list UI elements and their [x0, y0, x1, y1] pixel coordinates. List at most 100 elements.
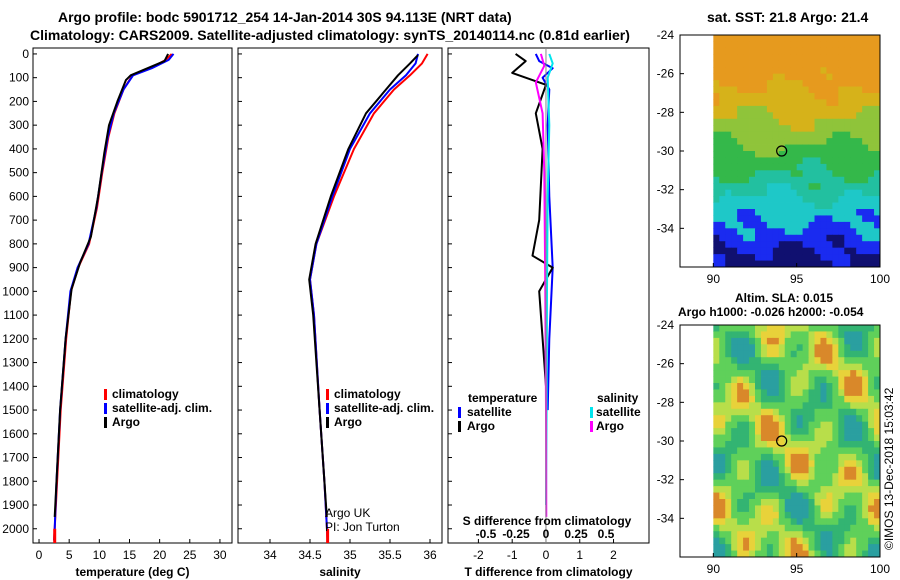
map-cell — [868, 415, 875, 423]
map-cell — [772, 499, 780, 506]
map-cell — [772, 118, 780, 126]
map-cell — [719, 434, 726, 442]
map-cell — [755, 254, 762, 261]
map-cell — [713, 234, 720, 242]
map-cell — [850, 176, 857, 184]
map-cell — [766, 505, 774, 513]
map-cell — [862, 163, 869, 171]
map-cell — [814, 350, 821, 358]
map-cell — [737, 112, 744, 120]
map-cell — [850, 344, 857, 352]
map-cell — [790, 221, 798, 229]
map-cell — [814, 363, 821, 371]
map-cell — [760, 125, 768, 133]
map-cell — [743, 131, 750, 139]
map-cell — [862, 550, 869, 558]
map-cell — [790, 163, 798, 171]
map-cell — [820, 350, 827, 358]
map-cell — [862, 511, 869, 519]
map-cell — [790, 537, 798, 545]
map-cell — [743, 479, 750, 487]
map-cell — [874, 325, 881, 332]
y-tick-label: 1600 — [2, 427, 29, 441]
map-cell — [719, 209, 726, 216]
map-cell — [844, 511, 851, 519]
map-cell — [814, 524, 821, 532]
map-cell — [719, 383, 726, 390]
map-cell — [838, 389, 845, 397]
map-cell — [737, 524, 744, 532]
map-cell — [731, 383, 738, 390]
map-cell — [760, 453, 768, 461]
map-cell — [790, 363, 798, 371]
map-cell — [808, 215, 815, 223]
map-cell — [814, 453, 821, 461]
map-cell — [719, 486, 726, 493]
map-cell — [868, 125, 875, 133]
map-cell — [719, 105, 726, 113]
map-cell — [772, 73, 780, 81]
map-cell — [778, 486, 786, 493]
map-cell — [844, 125, 851, 133]
map-cell — [772, 60, 780, 68]
legend-label: climatology — [112, 387, 179, 401]
map-cell — [743, 421, 750, 429]
map-cell — [832, 144, 839, 152]
map-cell — [832, 254, 839, 261]
map-cell — [874, 376, 881, 384]
map-cell — [760, 202, 768, 210]
map-cell — [850, 54, 857, 62]
map-cell — [737, 550, 744, 558]
x-tick-label: 0 — [543, 548, 550, 562]
map-cell — [737, 86, 744, 94]
map-cell — [755, 80, 762, 87]
map-cell — [874, 415, 881, 423]
map-cell — [868, 383, 875, 390]
map-cell — [713, 376, 720, 384]
map-cell — [820, 60, 827, 68]
map-cell — [796, 325, 804, 332]
map-cell — [838, 499, 845, 506]
map-cell — [790, 486, 798, 493]
map-cell — [719, 376, 726, 384]
map-cell — [874, 35, 881, 42]
map-cell — [814, 93, 821, 100]
map-cell — [725, 228, 732, 236]
map-cell — [784, 441, 792, 448]
map-cell — [856, 499, 863, 506]
map-cell — [850, 196, 857, 203]
map-cell — [844, 86, 851, 94]
map-cell — [760, 189, 768, 197]
map-cell — [755, 350, 762, 358]
map-cell — [826, 80, 833, 87]
map-cell — [838, 176, 845, 184]
map-cell — [749, 325, 756, 332]
map-cell — [790, 453, 798, 461]
map-cell — [778, 131, 786, 139]
map-cell — [790, 402, 798, 410]
map-cell — [832, 157, 839, 165]
map-cell — [820, 389, 827, 397]
map-cell — [778, 434, 786, 442]
map-cell — [713, 93, 720, 100]
map-cell — [874, 67, 881, 75]
legend-label: Argo — [334, 415, 362, 429]
map-cell — [826, 531, 833, 539]
map-cell — [844, 157, 851, 165]
map-y-tick-label: -34 — [657, 511, 675, 525]
map-cell — [826, 357, 833, 365]
map-cell — [874, 234, 881, 242]
map-cell — [713, 524, 720, 532]
map-cell — [796, 112, 804, 120]
map-cell — [743, 170, 750, 178]
map-cell — [874, 337, 881, 345]
map-cell — [808, 144, 815, 152]
map-cell — [874, 518, 881, 526]
imos-watermark: ©IMOS 13-Dec-2018 15:03:42 — [882, 387, 896, 550]
map-cell — [731, 60, 738, 68]
map-cell — [838, 163, 845, 171]
map-cell — [737, 41, 744, 49]
map-cell — [749, 460, 756, 468]
map-cell — [862, 41, 869, 49]
